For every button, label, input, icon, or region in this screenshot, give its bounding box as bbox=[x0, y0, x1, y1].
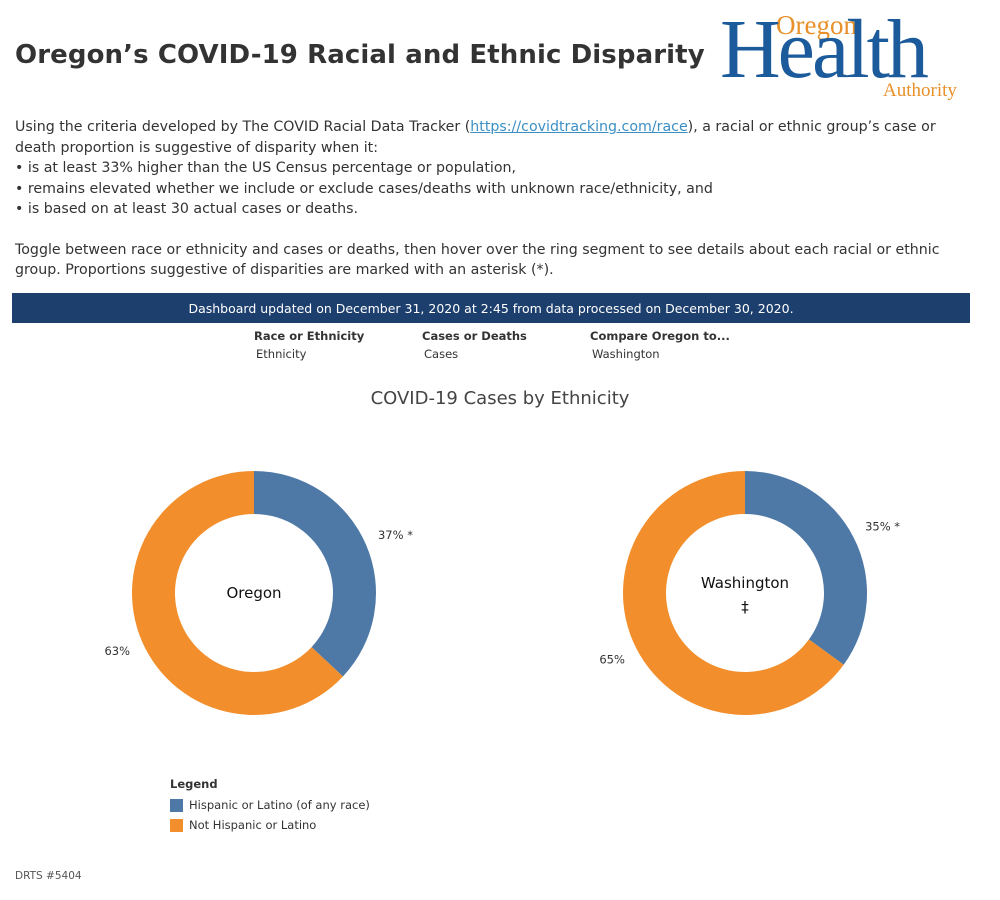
covid-tracking-link[interactable]: https://covidtracking.com/race bbox=[470, 119, 688, 135]
logo-authority-word: Authority bbox=[883, 80, 957, 101]
donut-center-label-washington: Washington bbox=[701, 574, 789, 592]
data-label-oregon-0: 37% * bbox=[378, 528, 413, 542]
filter-label: Race or Ethnicity bbox=[254, 329, 365, 343]
legend: Legend Hispanic or Latino (of any race) … bbox=[170, 777, 370, 835]
criteria-bullet: • is based on at least 30 actual cases o… bbox=[15, 201, 359, 217]
update-banner: Dashboard updated on December 31, 2020 a… bbox=[12, 293, 970, 323]
intro-text: Using the criteria developed by The COVI… bbox=[15, 117, 980, 281]
donut-segment-oregon-1[interactable] bbox=[131, 471, 343, 715]
legend-item-hispanic[interactable]: Hispanic or Latino (of any race) bbox=[170, 795, 370, 815]
legend-swatch bbox=[170, 818, 183, 832]
criteria-text-before: Using the criteria developed by The COVI… bbox=[15, 119, 471, 135]
legend-swatch bbox=[170, 798, 183, 812]
donut-segment-washington-0[interactable] bbox=[745, 471, 867, 665]
filter-value[interactable]: Ethnicity bbox=[256, 347, 307, 361]
donut-center-label-oregon: Oregon bbox=[226, 584, 281, 602]
page-title: Oregon’s COVID-19 Racial and Ethnic Disp… bbox=[15, 40, 705, 70]
criteria-text-after: ), a racial or ethnic group’s case or de… bbox=[15, 119, 936, 156]
criteria-bullet: • remains elevated whether we include or… bbox=[15, 180, 713, 197]
filter-label: Cases or Deaths bbox=[422, 329, 527, 343]
chart-title: COVID-19 Cases by Ethnicity bbox=[370, 388, 630, 409]
data-label-washington-0: 35% * bbox=[865, 520, 900, 534]
legend-label: Not Hispanic or Latino bbox=[189, 818, 317, 832]
filter-cases-or-deaths[interactable]: Cases or Deaths Cases bbox=[422, 329, 527, 361]
filter-compare-state[interactable]: Compare Oregon to... Washington bbox=[590, 329, 730, 361]
filter-value[interactable]: Washington bbox=[592, 347, 660, 361]
filter-label: Compare Oregon to... bbox=[590, 329, 730, 343]
filter-race-or-ethnicity[interactable]: Race or Ethnicity Ethnicity bbox=[254, 329, 364, 361]
oha-logo: Oregon Health Authority bbox=[718, 8, 968, 104]
footer-id: DRTS #5404 bbox=[15, 870, 82, 882]
legend-label: Hispanic or Latino (of any race) bbox=[189, 798, 370, 812]
legend-title: Legend bbox=[170, 777, 218, 791]
donut-segment-washington-1[interactable] bbox=[622, 471, 844, 715]
legend-item-not-hispanic[interactable]: Not Hispanic or Latino bbox=[170, 815, 370, 835]
logo-health-word: Health bbox=[720, 3, 929, 96]
donut-center-symbol-washington: ‡ bbox=[741, 598, 749, 616]
toggle-instructions: Toggle between race or ethnicity and cas… bbox=[15, 241, 940, 279]
logo-oregon-word: Oregon bbox=[776, 10, 857, 40]
criteria-paragraph: Using the criteria developed by The COVI… bbox=[15, 117, 980, 158]
data-label-oregon-1: 63% bbox=[104, 644, 130, 658]
donut-segment-oregon-0[interactable] bbox=[254, 471, 376, 677]
filter-value[interactable]: Cases bbox=[424, 347, 459, 361]
data-label-washington-1: 65% bbox=[599, 652, 625, 666]
criteria-bullet: • is at least 33% higher than the US Cen… bbox=[15, 160, 517, 176]
